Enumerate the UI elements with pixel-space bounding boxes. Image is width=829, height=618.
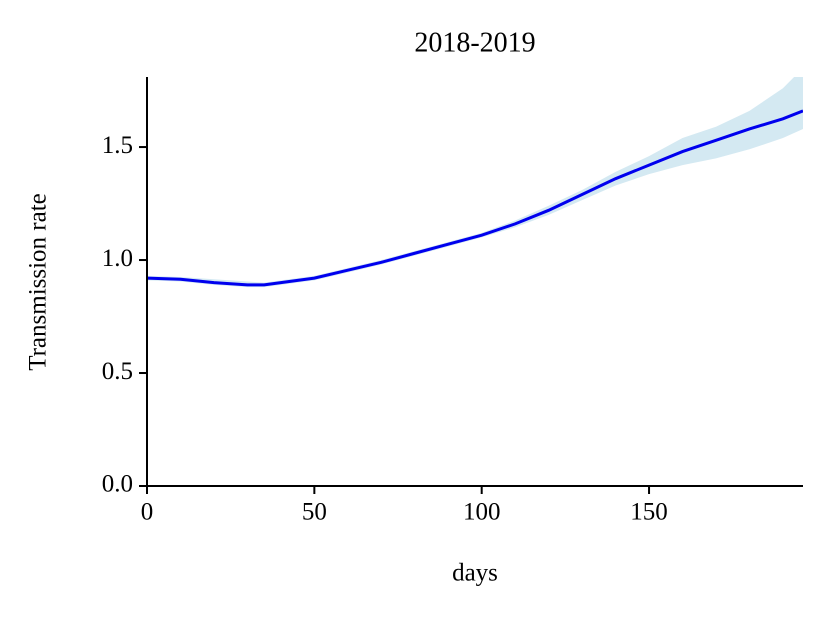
- confidence-band: [147, 77, 803, 288]
- y-tick-label: 1.0: [102, 245, 133, 272]
- data-line: [147, 109, 803, 287]
- x-tick-label: 0: [141, 499, 154, 526]
- x-tick-label: 100: [463, 499, 501, 526]
- y-axis-label: Transmission rate: [25, 193, 52, 371]
- x-tick-label: 50: [302, 499, 327, 526]
- x-tick-label: 150: [630, 499, 668, 526]
- chart-title: 2018-2019: [414, 27, 535, 58]
- y-tick-label: 0.5: [102, 358, 133, 385]
- x-axis-label: days: [452, 560, 498, 587]
- y-tick-label: 0.0: [102, 471, 133, 498]
- y-tick-label: 1.5: [102, 132, 133, 159]
